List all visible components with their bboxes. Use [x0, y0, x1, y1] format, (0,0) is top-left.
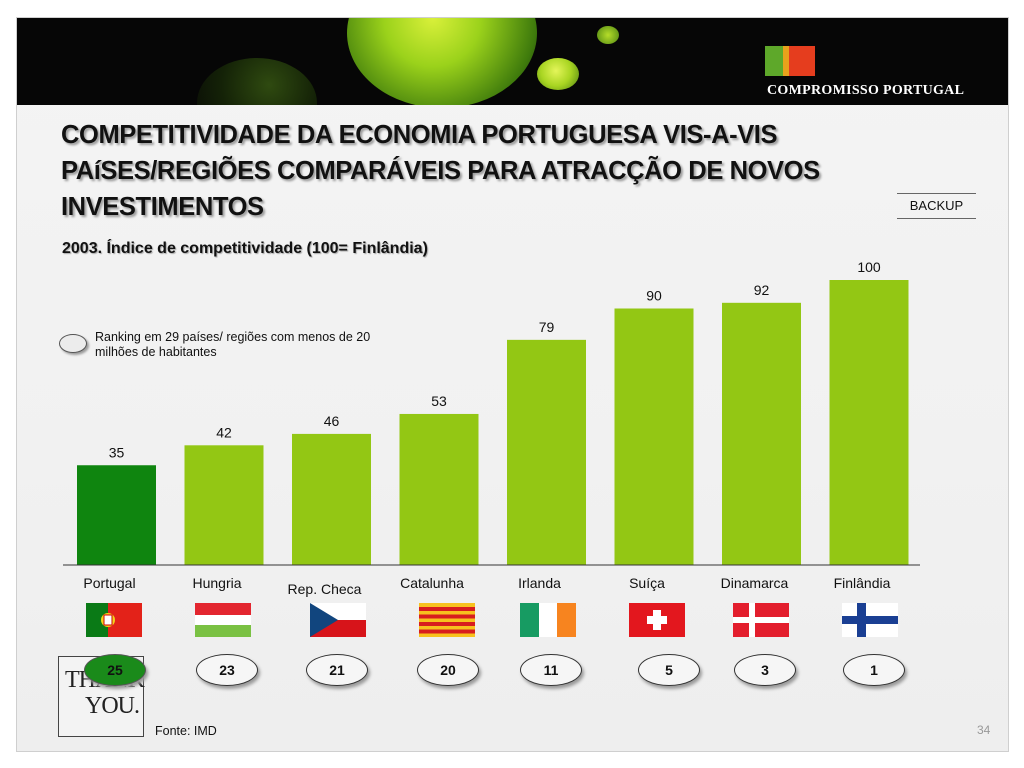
oval-marker-icon	[59, 334, 87, 353]
data-label: 53	[431, 393, 447, 409]
bar-irlanda	[507, 339, 586, 565]
data-label: 79	[539, 319, 555, 335]
category-label: Rep. Checa	[288, 581, 362, 597]
ranking-badge: 5	[638, 654, 700, 686]
decorative-blob	[597, 26, 619, 44]
category-label: Dinamarca	[721, 575, 789, 591]
hungary-flag-icon	[195, 603, 251, 637]
thank-you-line2: YOU.	[85, 693, 140, 719]
header-banner: COMPROMISSO PORTUGAL	[17, 18, 1008, 105]
bar-hungria	[184, 445, 264, 565]
page-title: COMPETITIVIDADE DA ECONOMIA PORTUGUESA V…	[61, 121, 820, 221]
ranking-badge: 21	[306, 654, 368, 686]
bar-dinamarca	[722, 302, 801, 565]
ranking-badge: 20	[417, 654, 479, 686]
category-label: Catalunha	[400, 575, 464, 591]
ranking-badge: 23	[196, 654, 258, 686]
bar-su-a	[614, 308, 694, 565]
switzerland-flag-icon	[629, 603, 685, 637]
ireland-flag-icon	[520, 603, 576, 637]
ranking-badge: 11	[520, 654, 582, 686]
brand-name: COMPROMISSO PORTUGAL	[767, 83, 965, 98]
bar-rep-checa	[292, 433, 371, 565]
data-label: 35	[109, 444, 125, 460]
czech-flag-icon	[310, 603, 366, 637]
category-label: Portugal	[83, 575, 135, 591]
category-label: Suíça	[629, 575, 665, 591]
slide: COMPROMISSO PORTUGAL COMPETITIVIDADE DA …	[16, 17, 1009, 752]
data-label: 46	[324, 413, 340, 429]
data-label: 92	[754, 282, 770, 298]
data-label: 90	[646, 288, 662, 304]
finland-flag-icon	[842, 603, 898, 637]
bar-chart: 35 Portugal 42 Hungria 46 Rep. Checa 53 Catalun…	[63, 259, 920, 597]
ranking-badge: 3	[734, 654, 796, 686]
data-label: 100	[857, 259, 881, 275]
bar-finl-ndia	[829, 280, 909, 565]
decorative-blob	[537, 58, 579, 90]
data-label: 42	[216, 424, 232, 440]
backup-label: BACKUP	[897, 193, 976, 219]
ranking-badge: 1	[843, 654, 905, 686]
category-label: Finlândia	[834, 575, 891, 591]
source-note: Fonte: IMD	[155, 724, 217, 738]
catalonia-flag-icon	[419, 603, 475, 637]
ranking-badge: 25	[84, 654, 146, 686]
brand-flag-icon	[765, 46, 815, 76]
bar-portugal	[77, 465, 156, 565]
category-label: Hungria	[192, 575, 241, 591]
category-label: Irlanda	[518, 575, 561, 591]
bar-catalunha	[399, 413, 479, 565]
portugal-flag-icon	[86, 603, 142, 637]
legend-text: Ranking em 29 países/ regiões com menos …	[95, 330, 371, 359]
page-number: 34	[977, 723, 991, 737]
chart-title: 2003. Índice de competitividade (100= Fi…	[62, 240, 428, 257]
denmark-flag-icon	[733, 603, 789, 637]
